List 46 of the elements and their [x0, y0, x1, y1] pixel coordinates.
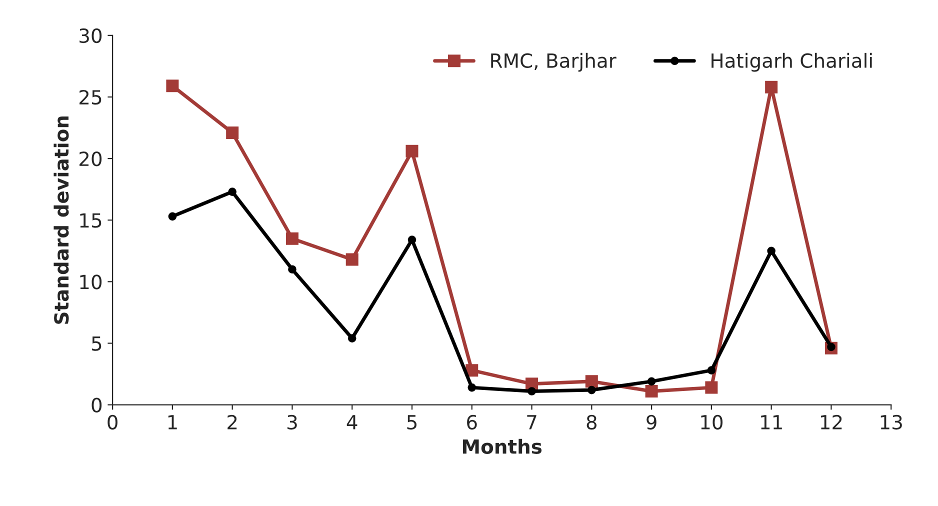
x-tick-label: 4 [346, 415, 358, 430]
y-tick-label: 25 [80, 90, 102, 105]
x-tick-label: 3 [288, 414, 297, 430]
x-tick-label: 7 [527, 415, 536, 430]
legend-label: Hatigarh Chariali [712, 52, 872, 72]
point [348, 334, 356, 342]
y-axis-title: Standard deviation [54, 116, 69, 324]
point [228, 188, 236, 196]
y-tick-label: 30 [80, 28, 102, 44]
y-tick-label: 5 [92, 336, 102, 351]
x-tick-label: 10 [701, 414, 723, 430]
x-tick-label: 5 [407, 415, 416, 430]
x-tick-label: 13 [880, 414, 902, 430]
x-tick-label: 11 [761, 415, 782, 430]
x-tick-label: 12 [820, 414, 842, 430]
point [168, 212, 177, 221]
legend-label: RMC, Barjhar [491, 52, 616, 72]
y-tick-label: 15 [80, 213, 102, 228]
x-tick-label: 0 [108, 414, 118, 430]
point [645, 385, 658, 398]
point [587, 386, 596, 394]
point [705, 381, 718, 394]
x-axis-title: Months [462, 438, 542, 454]
point [707, 366, 716, 374]
point [585, 375, 598, 388]
point [406, 144, 418, 158]
point [226, 126, 239, 139]
point [765, 80, 778, 94]
y-tick-label: 20 [80, 152, 102, 166]
point [286, 232, 298, 245]
x-tick-label: 2 [228, 414, 237, 430]
point [466, 364, 478, 377]
point [767, 246, 776, 256]
point [346, 253, 358, 266]
point [468, 383, 476, 392]
x-tick-label: 9 [646, 414, 656, 430]
x-tick-label: 8 [586, 414, 597, 430]
x-tick-label: 1 [168, 415, 177, 430]
y-tick-label: 10 [80, 274, 102, 290]
point [288, 265, 296, 274]
x-tick-label: 6 [467, 414, 477, 430]
point [647, 377, 656, 386]
y-tick-label: 0 [92, 398, 102, 412]
point [408, 236, 416, 244]
point [528, 387, 536, 396]
point [166, 80, 179, 92]
